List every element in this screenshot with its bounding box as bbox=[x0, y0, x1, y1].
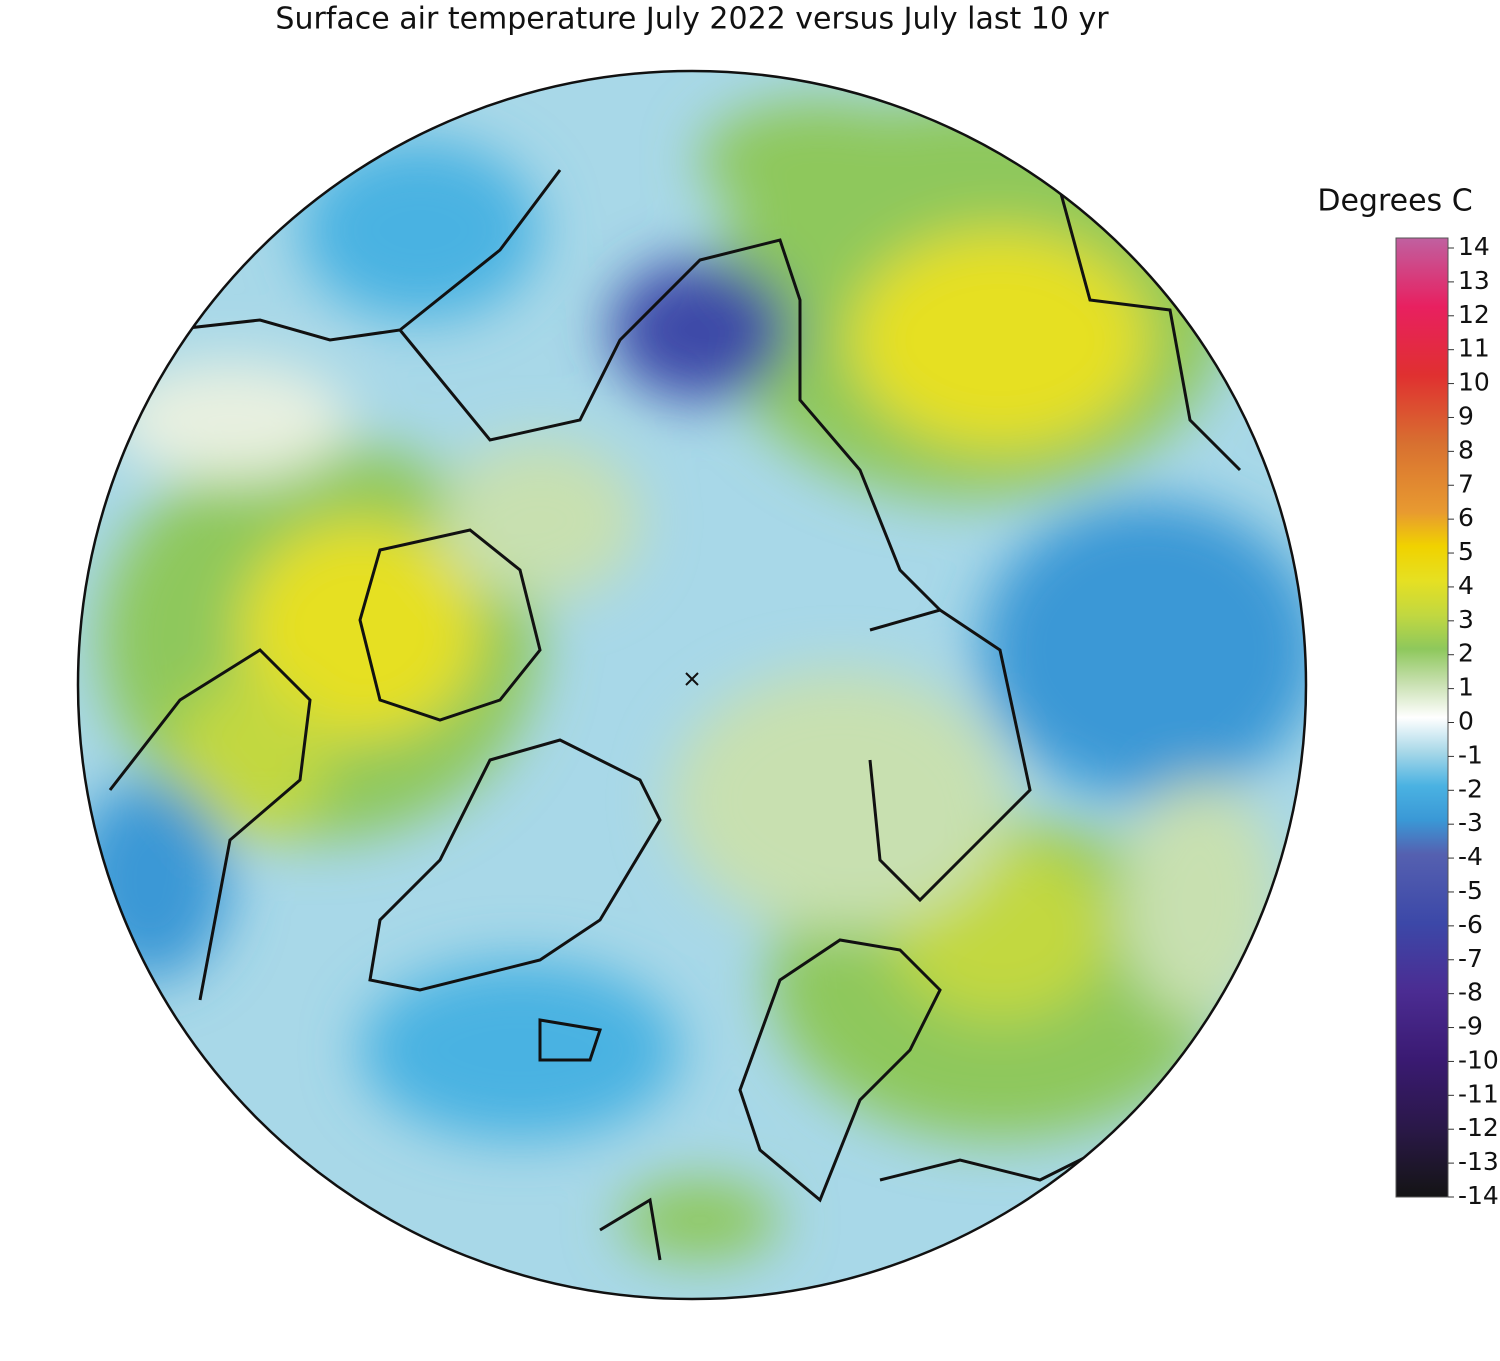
colorbar-tick-label: 11 bbox=[1458, 334, 1490, 363]
colorbar-tick-label: -13 bbox=[1458, 1147, 1499, 1176]
map-border bbox=[76, 69, 1308, 1301]
colorbar bbox=[1395, 237, 1449, 1198]
colorbar-tick-label: 0 bbox=[1458, 707, 1474, 736]
colorbar-tick-label: -3 bbox=[1458, 808, 1483, 837]
colorbar-tick-label: -7 bbox=[1458, 944, 1483, 973]
colorbar-tick-label: 7 bbox=[1458, 469, 1474, 498]
colorbar-tick-label: -12 bbox=[1458, 1113, 1499, 1142]
colorbar-label: Degrees C bbox=[1317, 184, 1472, 219]
colorbar-tick-label: -2 bbox=[1458, 774, 1483, 803]
colorbar-tick-label: -9 bbox=[1458, 1012, 1483, 1041]
colorbar-tick-label: 6 bbox=[1458, 503, 1474, 532]
pole-marker bbox=[685, 672, 699, 686]
colorbar-tick-label: 8 bbox=[1458, 435, 1474, 464]
temperature-field bbox=[78, 71, 1306, 1299]
colorbar-tick-label: -10 bbox=[1458, 1045, 1499, 1074]
colorbar-tick-label: -11 bbox=[1458, 1079, 1499, 1108]
colorbar-tick-label: -1 bbox=[1458, 740, 1483, 769]
coastlines bbox=[108, 169, 1242, 1261]
colorbar-tick-label: 3 bbox=[1458, 605, 1474, 634]
map-title: Surface air temperature July 2022 versus… bbox=[275, 2, 1109, 37]
colorbar-tick-label: 5 bbox=[1458, 537, 1474, 566]
colorbar-tick-label: 10 bbox=[1458, 368, 1490, 397]
colorbar-tick-label: -14 bbox=[1458, 1181, 1499, 1210]
colorbar-tick-label: 13 bbox=[1458, 266, 1490, 295]
colorbar-tick-label: -8 bbox=[1458, 978, 1483, 1007]
colorbar-tick-label: 2 bbox=[1458, 639, 1474, 668]
colorbar-tick-label: -4 bbox=[1458, 842, 1483, 871]
colorbar-tick-label: 12 bbox=[1458, 300, 1490, 329]
colorbar-tick-label: -5 bbox=[1458, 876, 1483, 905]
colorbar-tick-label: 14 bbox=[1458, 232, 1490, 261]
colorbar-tick-label: -6 bbox=[1458, 910, 1483, 939]
colorbar-tick-label: 4 bbox=[1458, 571, 1474, 600]
colorbar-tick-label: 9 bbox=[1458, 401, 1474, 430]
colorbar-tick-label: 1 bbox=[1458, 673, 1474, 702]
